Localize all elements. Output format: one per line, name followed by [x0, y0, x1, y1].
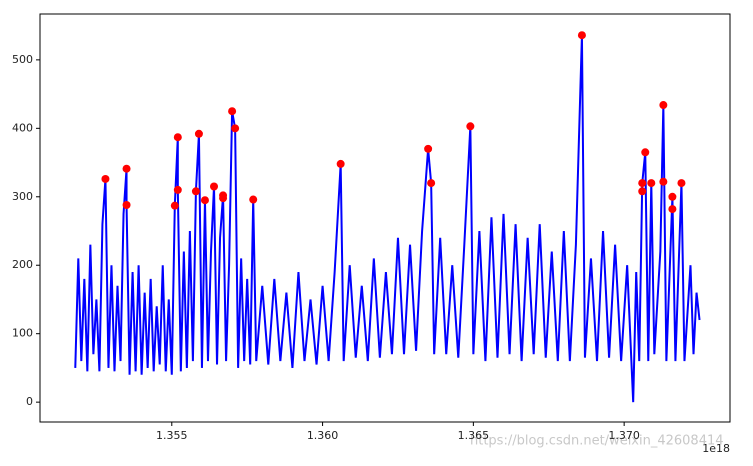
anomaly-point — [231, 124, 240, 133]
anomaly-point — [191, 187, 200, 196]
anomaly-point — [577, 31, 586, 40]
y-tick-label: 200 — [12, 258, 33, 271]
anomaly-point — [677, 179, 686, 188]
anomaly-point — [122, 200, 131, 209]
anomaly-point — [228, 107, 237, 116]
anomaly-point — [659, 101, 668, 110]
anomaly-point — [219, 194, 228, 203]
anomaly-point — [194, 129, 203, 138]
x-tick-label: 1.365 — [458, 429, 490, 442]
y-tick-label: 0 — [26, 395, 33, 408]
anomaly-point — [336, 159, 345, 168]
anomaly-point — [122, 164, 131, 173]
data-line — [74, 35, 701, 403]
anomaly-point — [210, 182, 219, 191]
anomaly-point — [641, 148, 650, 157]
anomaly-point — [668, 205, 677, 214]
anomaly-point — [466, 122, 475, 131]
y-tick-label: 300 — [12, 190, 33, 203]
anomaly-point — [101, 174, 110, 183]
anomaly-point — [647, 179, 656, 188]
anomaly-point — [638, 179, 647, 188]
anomaly-point — [427, 179, 436, 188]
x-tick-label: 1.370 — [608, 429, 640, 442]
anomaly-point — [249, 195, 258, 204]
y-tick-label: 100 — [12, 327, 33, 340]
anomaly-point — [424, 144, 433, 153]
y-tick-label: 500 — [12, 53, 33, 66]
anomaly-point — [659, 177, 668, 186]
anomaly-point — [170, 201, 179, 210]
anomaly-point — [173, 133, 182, 142]
x-tick-label: 1.355 — [156, 429, 188, 442]
y-tick-label: 400 — [12, 121, 33, 134]
x-tick-label: 1.360 — [307, 429, 339, 442]
plot-frame — [39, 13, 731, 423]
x-offset-label: 1e18 — [702, 442, 730, 455]
anomaly-point — [200, 196, 209, 205]
anomaly-point — [668, 192, 677, 201]
watermark: https://blog.csdn.net/weixin_42608414 — [470, 434, 724, 449]
anomaly-point — [173, 185, 182, 194]
anomaly-point — [638, 187, 647, 196]
